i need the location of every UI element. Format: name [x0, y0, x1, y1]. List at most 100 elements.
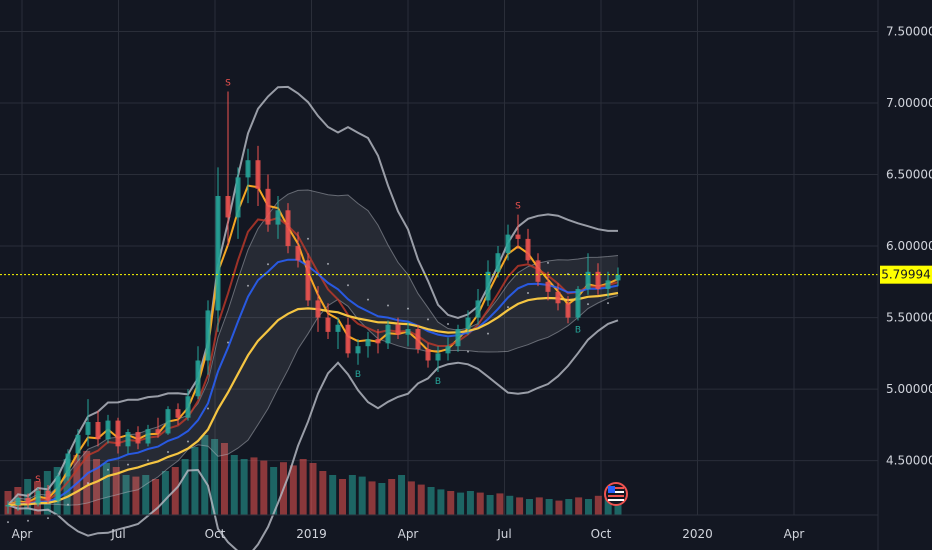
volume-bar	[447, 491, 455, 515]
candle-body	[325, 317, 331, 332]
signal-label: S	[515, 202, 521, 212]
sar-dot	[487, 332, 489, 335]
volume-bar	[289, 465, 297, 515]
candle-body	[75, 434, 81, 454]
volume-bar	[102, 463, 110, 515]
volume-bar	[584, 499, 592, 515]
candle-body	[5, 504, 11, 507]
sar-dot	[347, 284, 349, 287]
candle-body	[245, 160, 251, 178]
time-tick-label: Apr	[398, 527, 419, 541]
lower-band	[7, 319, 619, 550]
last-price-label-bg	[880, 265, 932, 284]
sar-dot	[507, 306, 509, 309]
sar-dot	[67, 503, 69, 506]
flag-stripe	[608, 495, 624, 497]
sar-dot	[447, 322, 449, 325]
ma-medium-line	[7, 216, 619, 506]
volume-bar	[309, 463, 317, 515]
volume-bar	[112, 467, 120, 515]
volume-bar	[211, 439, 219, 515]
signal-label: S	[35, 475, 41, 485]
volume-bar	[555, 500, 563, 515]
volume-bar	[358, 476, 366, 515]
volume-bar	[516, 497, 524, 515]
volume-bars	[4, 435, 622, 515]
time-tick-label: Apr	[12, 527, 33, 541]
sar-dot	[107, 468, 109, 471]
sar-dot	[227, 341, 229, 344]
candle-body	[235, 177, 241, 218]
candle-body	[525, 238, 531, 261]
candle-body	[565, 303, 571, 318]
price-tick-label: 7.00000	[886, 96, 932, 110]
candle-body	[35, 490, 41, 504]
time-tick-label: Oct	[591, 527, 612, 541]
volume-bar	[525, 499, 533, 515]
candle-body	[365, 339, 371, 347]
volume-bar	[83, 451, 91, 515]
volume-bar	[299, 459, 307, 515]
candle-body	[85, 422, 91, 435]
volume-bar	[230, 455, 238, 515]
sar-dot	[327, 262, 329, 265]
candle-body	[225, 195, 231, 218]
volume-bar	[565, 499, 573, 515]
candle-body	[165, 409, 171, 434]
signal-label: B	[355, 370, 361, 380]
candle-body	[45, 490, 51, 501]
volume-bar	[220, 443, 228, 515]
price-axis[interactable]: 7.50000 7.00000 6.50000 6.00000 5.50000 5.000…	[886, 24, 932, 467]
candle-body	[145, 429, 151, 444]
candle-body	[515, 234, 521, 239]
candlesticks	[5, 91, 621, 514]
volume-bar	[496, 493, 504, 515]
candle-body	[265, 188, 271, 225]
sar-dot	[147, 459, 149, 462]
volume-bar	[427, 487, 435, 515]
price-tick-label: 5.50000	[886, 311, 932, 325]
volume-bar	[506, 495, 514, 515]
country-flag-icon[interactable]	[604, 482, 628, 506]
candle-body	[535, 260, 541, 282]
sar-dot	[387, 304, 389, 307]
volume-bar	[486, 495, 494, 515]
sar-dot	[47, 517, 49, 520]
sar-dot	[547, 261, 549, 264]
time-tick-label: Oct	[205, 527, 226, 541]
sar-dot	[207, 407, 209, 410]
candle-body	[155, 429, 161, 434]
volume-bar	[93, 459, 101, 515]
time-axis[interactable]: Apr Jul Oct 2019 Apr Jul Oct 2020 Apr	[12, 527, 805, 541]
volume-bar	[388, 479, 396, 515]
candle-body	[355, 346, 361, 354]
volume-bar	[466, 491, 474, 515]
price-tick-label: 6.00000	[886, 239, 932, 253]
signal-label: S	[225, 79, 231, 89]
candle-body	[555, 291, 561, 304]
volume-bar	[142, 475, 150, 515]
sar-dot	[127, 463, 129, 466]
candle-body	[195, 360, 201, 397]
candle-body	[505, 234, 511, 254]
candle-body	[275, 210, 281, 225]
price-tick-label: 4.50000	[886, 454, 932, 468]
candle-body	[125, 432, 131, 447]
volume-bar	[457, 492, 465, 515]
volume-bar	[417, 484, 425, 515]
volume-bar	[407, 481, 415, 515]
time-tick-label: Apr	[784, 527, 805, 541]
candle-body	[315, 300, 321, 318]
last-price-label-text: 5.79994	[881, 268, 931, 282]
time-tick-label: Jul	[496, 527, 511, 541]
candle-body	[615, 274, 621, 281]
ma-long-line	[7, 291, 619, 507]
volume-bar	[535, 497, 543, 515]
volume-bar	[270, 467, 278, 515]
candle-body	[215, 195, 221, 311]
candle-body	[335, 324, 341, 332]
volume-bar	[250, 457, 258, 515]
volume-bar	[260, 460, 268, 515]
candle-body	[135, 432, 141, 444]
